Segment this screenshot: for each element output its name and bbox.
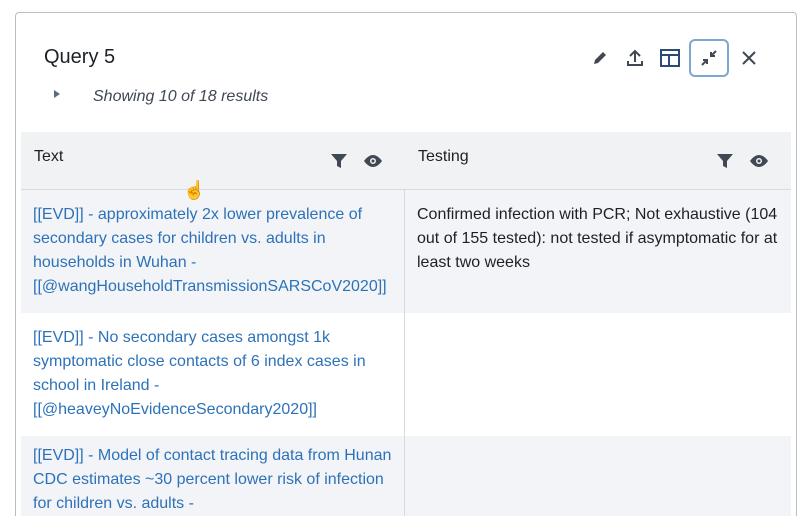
evidence-link[interactable]: [[EVD]] - approximately 2x lower prevale…: [33, 206, 387, 295]
text-cell[interactable]: [[EVD]] - approximately 2x lower prevale…: [21, 190, 405, 313]
expand-caret-icon[interactable]: [54, 90, 60, 98]
column-header-text[interactable]: Text: [21, 132, 405, 189]
hand-cursor-icon: ☝: [183, 180, 206, 200]
column-label: Text: [34, 148, 64, 165]
minimize-button[interactable]: [689, 39, 729, 77]
results-table: Text Testing [[EVD]] - approximately 2x …: [21, 132, 791, 516]
testing-cell: [405, 313, 791, 436]
close-icon: [741, 51, 756, 65]
filter-icon[interactable]: [717, 153, 733, 169]
table-header: Text Testing: [21, 132, 791, 190]
table-row: [[EVD]] - Model of contact tracing data …: [21, 436, 791, 516]
layout-button[interactable]: [652, 39, 687, 77]
column-header-testing[interactable]: Testing: [405, 132, 791, 189]
text-cell[interactable]: [[EVD]] - Model of contact tracing data …: [21, 436, 405, 516]
column-label: Testing: [418, 148, 469, 165]
layout-icon: [659, 49, 680, 67]
panel-toolbar: [582, 39, 766, 77]
export-icon: [626, 49, 643, 66]
export-button[interactable]: [617, 39, 652, 77]
eye-icon[interactable]: [363, 154, 383, 168]
edit-button[interactable]: [582, 39, 617, 77]
query-panel: Query 5 Showing 10 of 18 results Text: [15, 12, 797, 516]
filter-icon[interactable]: [331, 153, 347, 169]
table-row: [[EVD]] - No secondary cases amongst 1k …: [21, 313, 791, 436]
panel-title: Query 5: [44, 46, 116, 68]
testing-cell: Confirmed infection with PCR; Not exhaus…: [417, 206, 778, 271]
evidence-link[interactable]: [[EVD]] - No secondary cases amongst 1k …: [33, 329, 366, 418]
close-button[interactable]: [731, 39, 766, 77]
minimize-icon: [701, 50, 717, 66]
testing-cell: [405, 436, 791, 516]
results-summary: Showing 10 of 18 results: [93, 88, 269, 105]
table-row: [[EVD]] - approximately 2x lower prevale…: [21, 190, 791, 313]
eye-icon[interactable]: [749, 154, 769, 168]
evidence-link[interactable]: [[EVD]] - Model of contact tracing data …: [33, 447, 392, 512]
edit-icon: [593, 52, 606, 64]
text-cell[interactable]: [[EVD]] - No secondary cases amongst 1k …: [21, 313, 405, 436]
panel-header: Query 5 Showing 10 of 18 results: [16, 13, 796, 132]
